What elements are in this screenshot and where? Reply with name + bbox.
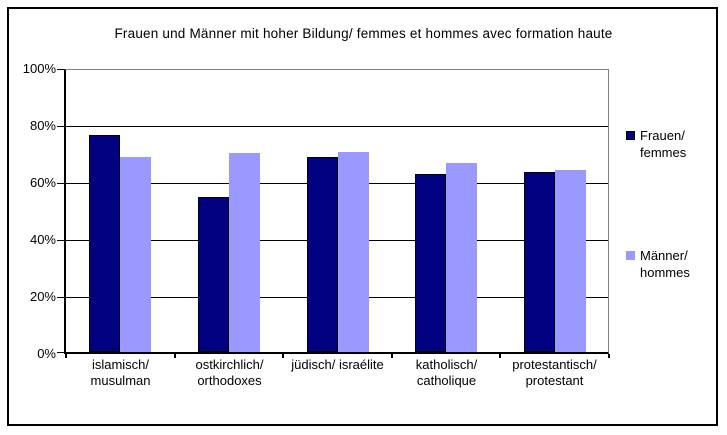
legend-item-frauen: Frauen/femmes (626, 127, 686, 161)
bar-maenner-katholisch (446, 163, 477, 352)
legend-label-maenner: Männer/hommes (640, 247, 690, 281)
x-category-label-line: katholisch/ (415, 357, 478, 372)
bar-frauen-protestantisch (524, 172, 555, 352)
x-category-label-islamisch: islamisch/musulman (66, 357, 175, 389)
y-axis-tick-80 (57, 126, 64, 127)
x-category-label-line: orthodoxes (197, 373, 262, 388)
bar-maenner-ostkirchlich (229, 153, 260, 352)
bar-frauen-islamisch (89, 135, 120, 352)
plot-area (64, 69, 609, 354)
y-axis-tick-0 (57, 352, 64, 353)
chart-title: Frauen und Männer mit hoher Bildung/ fem… (114, 26, 613, 41)
x-category-label-katholisch: katholisch/catholique (392, 357, 501, 389)
y-tick-label-60: 60% (29, 175, 56, 190)
bar-maenner-protestantisch (555, 170, 586, 352)
legend-item-maenner: Männer/hommes (626, 247, 690, 281)
y-axis-tick-100 (57, 69, 64, 70)
y-axis-tick-20 (57, 297, 64, 298)
x-category-label-protestantisch: protestantisch/protestant (500, 357, 609, 389)
x-category-label-ostkirchlich: ostkirchlich/orthodoxes (175, 357, 284, 389)
x-category-label-line: islamisch/ (91, 357, 150, 372)
x-axis-tick-5 (608, 354, 610, 358)
bar-frauen-katholisch (415, 174, 446, 352)
x-category-label-line: catholique (416, 373, 477, 388)
x-axis-tick-4 (499, 354, 501, 358)
bar-maenner-juedisch (338, 152, 369, 352)
y-tick-label-100: 100% (22, 61, 56, 76)
legend-swatch-frauen (626, 131, 635, 140)
gridline-80 (66, 126, 609, 127)
x-category-label-juedisch: jüdisch/ israélite (283, 357, 392, 373)
x-category-label-line: musulman (90, 373, 151, 388)
legend-label-line: Frauen/ (640, 128, 685, 143)
legend-swatch-maenner (626, 251, 635, 260)
bar-maenner-islamisch (120, 157, 151, 352)
x-axis-tick-0 (65, 354, 67, 358)
y-tick-label-20: 20% (29, 289, 56, 304)
legend-label-line: femmes (640, 145, 687, 160)
bar-frauen-juedisch (307, 157, 338, 352)
y-tick-label-80: 80% (29, 118, 56, 133)
y-tick-label-0: 0% (37, 346, 56, 361)
y-tick-label-40: 40% (29, 232, 56, 247)
x-axis-tick-3 (391, 354, 393, 358)
y-axis-tick-60 (57, 183, 64, 184)
x-category-label-line: ostkirchlich/ (195, 357, 264, 372)
x-category-label-line: protestantisch/ (512, 357, 597, 372)
legend-label-line: hommes (640, 265, 690, 280)
x-axis-tick-2 (282, 354, 284, 358)
bar-frauen-ostkirchlich (198, 197, 229, 352)
legend-label-frauen: Frauen/femmes (640, 127, 686, 161)
x-category-label-line: jüdisch/ israélite (291, 357, 384, 372)
y-axis-tick-40 (57, 240, 64, 241)
x-axis-tick-1 (174, 354, 176, 358)
x-category-label-line: protestant (525, 373, 584, 388)
legend-label-line: Männer/ (640, 248, 688, 263)
